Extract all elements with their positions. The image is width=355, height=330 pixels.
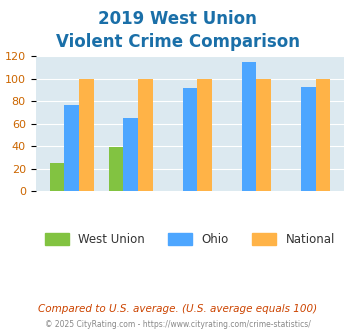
Bar <box>50 163 64 191</box>
Bar <box>316 79 330 191</box>
Text: 2019 West Union: 2019 West Union <box>98 10 257 28</box>
Bar <box>79 79 94 191</box>
Bar <box>64 105 79 191</box>
Legend: West Union, Ohio, National: West Union, Ohio, National <box>40 228 339 250</box>
Text: Compared to U.S. average. (U.S. average equals 100): Compared to U.S. average. (U.S. average … <box>38 304 317 314</box>
Bar <box>182 88 197 191</box>
Bar <box>109 148 124 191</box>
Text: © 2025 CityRating.com - https://www.cityrating.com/crime-statistics/: © 2025 CityRating.com - https://www.city… <box>45 320 310 329</box>
Bar <box>242 62 256 191</box>
Bar <box>197 79 212 191</box>
Bar <box>256 79 271 191</box>
Text: Violent Crime Comparison: Violent Crime Comparison <box>55 33 300 51</box>
Bar <box>138 79 153 191</box>
Bar <box>124 118 138 191</box>
Bar <box>301 86 316 191</box>
